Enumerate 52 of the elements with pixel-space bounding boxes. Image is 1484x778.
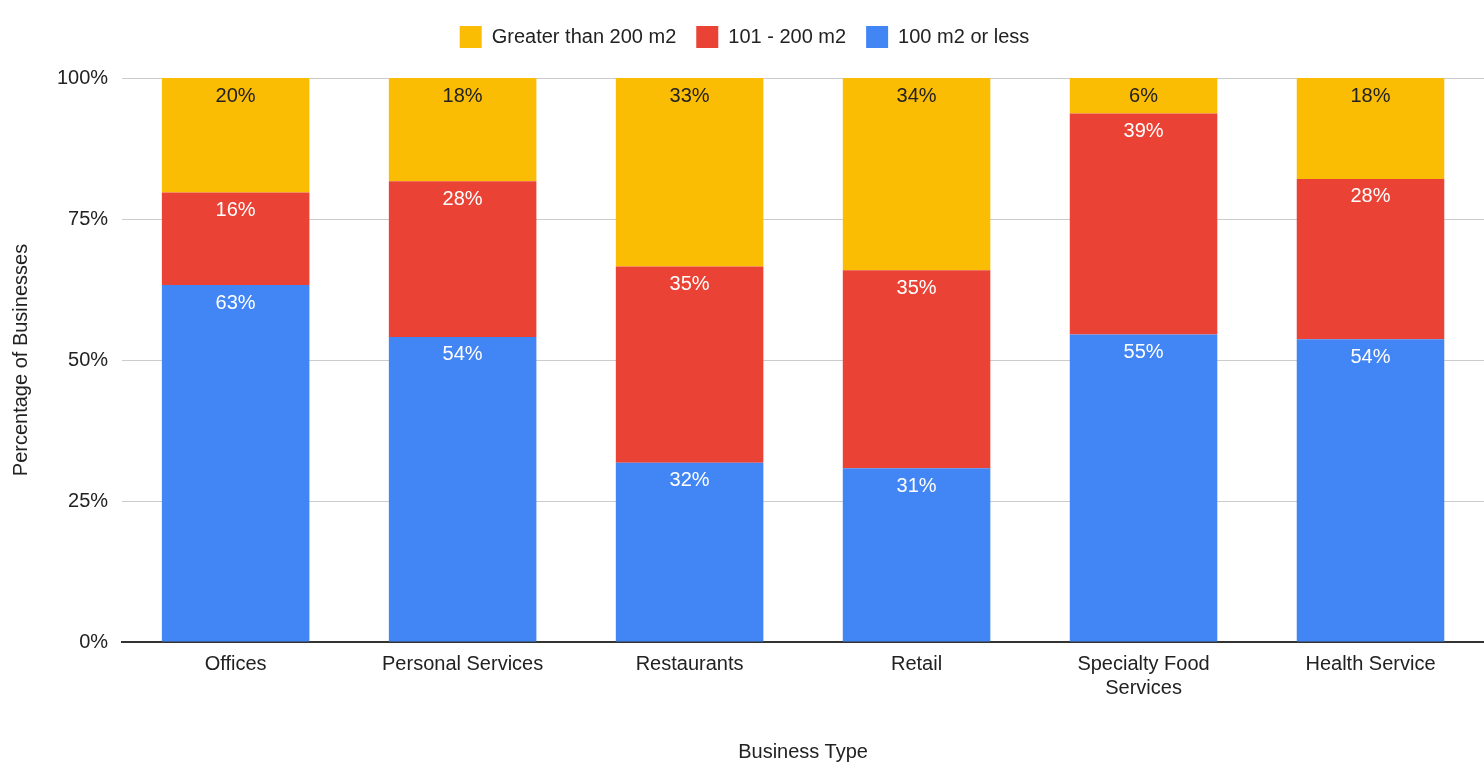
- data-label: 16%: [215, 198, 256, 221]
- legend-label: 101 - 200 m2: [728, 24, 847, 47]
- data-label: 54%: [1350, 344, 1391, 367]
- bar: [842, 270, 991, 469]
- data-label: 33%: [669, 83, 710, 106]
- bar: [388, 336, 537, 642]
- legend-label: 100 m2 or less: [898, 24, 1030, 47]
- bar: [615, 266, 764, 463]
- bar: [161, 192, 310, 285]
- bar: [388, 78, 537, 182]
- x-axis-title: Business Type: [738, 739, 868, 762]
- x-tick-label: Specialty Food Services: [1077, 651, 1210, 698]
- bar: [1296, 339, 1445, 642]
- x-tick-label: Retail: [890, 651, 943, 674]
- data-label: 34%: [896, 83, 937, 106]
- bar: [1296, 178, 1445, 340]
- y-axis-title: Percentage of Businesses: [8, 243, 31, 477]
- data-label: 31%: [896, 473, 937, 496]
- data-label: 20%: [215, 83, 256, 106]
- x-tick-label: Restaurants: [635, 651, 744, 674]
- data-label: 18%: [1350, 83, 1391, 106]
- data-label: 32%: [669, 468, 710, 491]
- data-label: 35%: [669, 271, 710, 294]
- data-label: 63%: [215, 290, 256, 313]
- data-label: 18%: [442, 83, 483, 106]
- y-tick-label: 75%: [68, 206, 109, 229]
- y-tick-label: 50%: [68, 347, 109, 370]
- bar: [842, 78, 991, 271]
- bar: [161, 284, 310, 642]
- bar: [161, 78, 310, 193]
- x-tick-label: Offices: [204, 651, 267, 674]
- data-label: 35%: [896, 275, 937, 298]
- data-label: 39%: [1123, 119, 1164, 142]
- data-label: 28%: [442, 186, 483, 209]
- data-label: 28%: [1350, 184, 1391, 207]
- bar: [388, 181, 537, 337]
- y-tick-label: 100%: [57, 65, 109, 88]
- bar: [1069, 78, 1218, 114]
- y-tick-label: 25%: [68, 488, 109, 511]
- bar: [615, 462, 764, 642]
- x-tick-label: Personal Services: [382, 651, 544, 674]
- bar: [842, 468, 991, 642]
- bar: [1069, 113, 1218, 335]
- data-label: 54%: [442, 342, 483, 365]
- x-tick-label: Health Service: [1305, 651, 1436, 674]
- bar: [1296, 78, 1445, 179]
- data-label: 55%: [1123, 340, 1164, 363]
- legend-label: Greater than 200 m2: [491, 24, 677, 47]
- y-tick-label: 0%: [79, 629, 109, 652]
- bar: [1069, 334, 1218, 642]
- data-label: 6%: [1129, 83, 1159, 106]
- bar: [615, 78, 764, 267]
